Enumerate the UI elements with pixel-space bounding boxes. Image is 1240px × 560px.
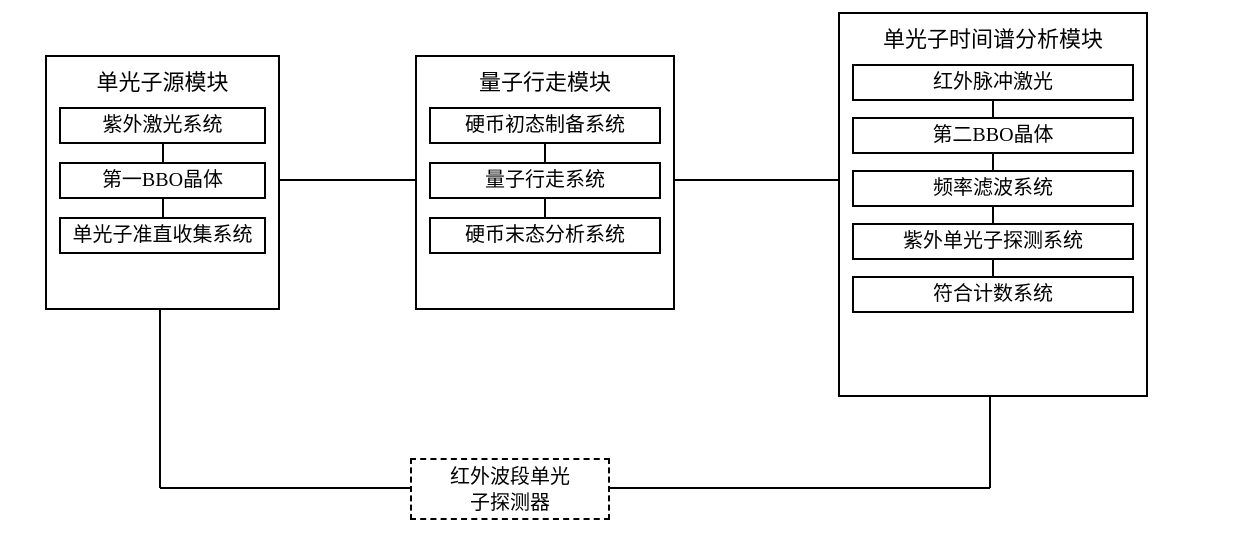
module2-item-1: 量子行走系统	[429, 162, 661, 199]
detector-label-line1: 红外波段单光	[450, 466, 570, 488]
module3-item-4: 符合计数系统	[852, 276, 1134, 313]
module3-item-2: 频率滤波系统	[852, 170, 1134, 207]
module1-item-0: 紫外激光系统	[59, 107, 266, 144]
module1-item-2: 单光子准直收集系统	[59, 217, 266, 254]
ir-single-photon-detector: 红外波段单光 子探测器	[410, 458, 610, 520]
detector-label-line2: 子探测器	[470, 492, 550, 514]
module1-vline-1	[162, 144, 164, 162]
module2-vline-1	[544, 144, 546, 162]
module3-vline-4	[992, 260, 994, 276]
module1-title: 单光子源模块	[47, 57, 278, 107]
module2-item-2: 硬币末态分析系统	[429, 217, 661, 254]
module3-item-3: 紫外单光子探测系统	[852, 223, 1134, 260]
module3-vline-1	[992, 101, 994, 117]
module3-item-1: 第二BBO晶体	[852, 117, 1134, 154]
module2-item-0: 硬币初态制备系统	[429, 107, 661, 144]
module1-item-1: 第一BBO晶体	[59, 162, 266, 199]
module1-vline-2	[162, 199, 164, 217]
module3-title: 单光子时间谱分析模块	[840, 14, 1146, 64]
module-single-photon-source: 单光子源模块 紫外激光系统第一BBO晶体单光子准直收集系统	[45, 55, 280, 310]
module-quantum-walk: 量子行走模块 硬币初态制备系统量子行走系统硬币末态分析系统	[415, 55, 675, 310]
module3-vline-2	[992, 154, 994, 170]
module2-vline-2	[544, 199, 546, 217]
module-time-spectrum-analysis: 单光子时间谱分析模块 红外脉冲激光第二BBO晶体频率滤波系统紫外单光子探测系统符…	[838, 12, 1148, 397]
module3-vline-3	[992, 207, 994, 223]
module2-title: 量子行走模块	[417, 57, 673, 107]
module3-item-0: 红外脉冲激光	[852, 64, 1134, 101]
